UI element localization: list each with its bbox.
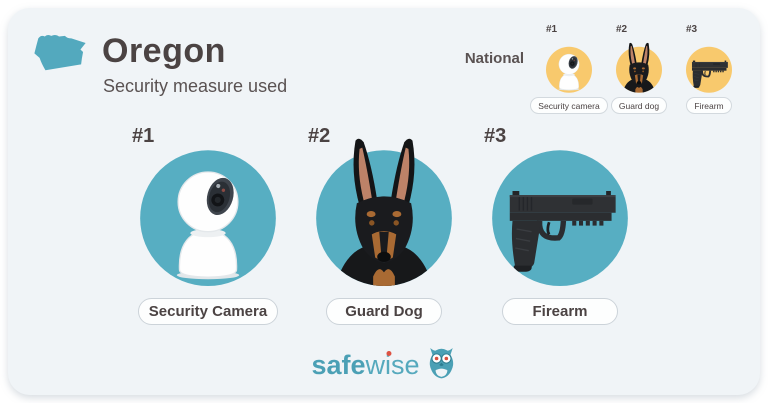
ranking-item-2: #2 Guard Dog (308, 126, 452, 325)
national-pill-security-camera: Security camera (530, 97, 608, 114)
oregon-state-icon (34, 35, 86, 71)
guard-dog-icon (316, 138, 452, 286)
guard-dog-icon (616, 42, 662, 93)
firearm-icon (492, 150, 628, 286)
national-label: National (464, 50, 524, 67)
page-subtitle: Security measure used (103, 76, 288, 96)
owl-icon (429, 347, 454, 379)
firearm-icon (686, 46, 732, 93)
ranking-pill-guard-dog: Guard Dog (326, 298, 442, 325)
brand-light-text: wise (365, 349, 420, 380)
security-camera-icon (546, 46, 592, 93)
national-pill-firearm: Firearm (686, 97, 732, 114)
national-rank-1: #1 (546, 24, 558, 35)
security-camera-icon (140, 150, 276, 286)
national-rank-2: #2 (616, 24, 628, 35)
ranking-pill-security-camera: Security Camera (137, 298, 279, 325)
infographic-card: Oregon Security measure used National #1… (8, 8, 760, 395)
ranking-item-3: #3 Firearm (484, 126, 628, 325)
page-title: Oregon (102, 32, 226, 70)
ranking-pill-firearm: Firearm (502, 298, 618, 325)
ranking-rank-2: #2 (308, 125, 331, 147)
national-rank-3: #3 (686, 24, 698, 35)
state-ranking-section: #1 Security Camera #2 Guard Dog #3 Firea… (8, 126, 760, 325)
national-item-2: #2 Guard dog (604, 24, 674, 114)
national-section: National #1 Security camera #2 Guard dog… (465, 24, 744, 114)
national-item-1: #1 Security camera (530, 24, 608, 114)
ranking-rank-3: #3 (484, 125, 507, 147)
safewise-logo: safewise (311, 347, 456, 380)
national-pill-guard-dog: Guard dog (610, 97, 668, 114)
brand-bold-text: safe (311, 349, 366, 380)
brand-wordmark: safewise (311, 349, 420, 380)
brand-i-dot (386, 351, 392, 356)
national-item-3: #3 Firearm (674, 24, 744, 114)
ranking-item-1: #1 Security Camera (132, 126, 279, 325)
ranking-rank-1: #1 (132, 125, 155, 147)
